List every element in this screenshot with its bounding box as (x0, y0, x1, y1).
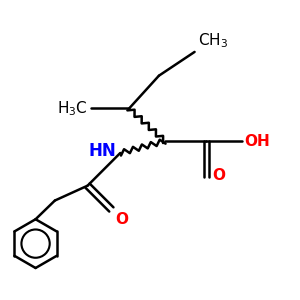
Text: HN: HN (89, 142, 117, 160)
Text: CH$_3$: CH$_3$ (198, 31, 228, 50)
Text: O: O (212, 168, 225, 183)
Text: OH: OH (244, 134, 270, 148)
Text: O: O (115, 212, 128, 227)
Text: H$_3$C: H$_3$C (57, 99, 88, 118)
